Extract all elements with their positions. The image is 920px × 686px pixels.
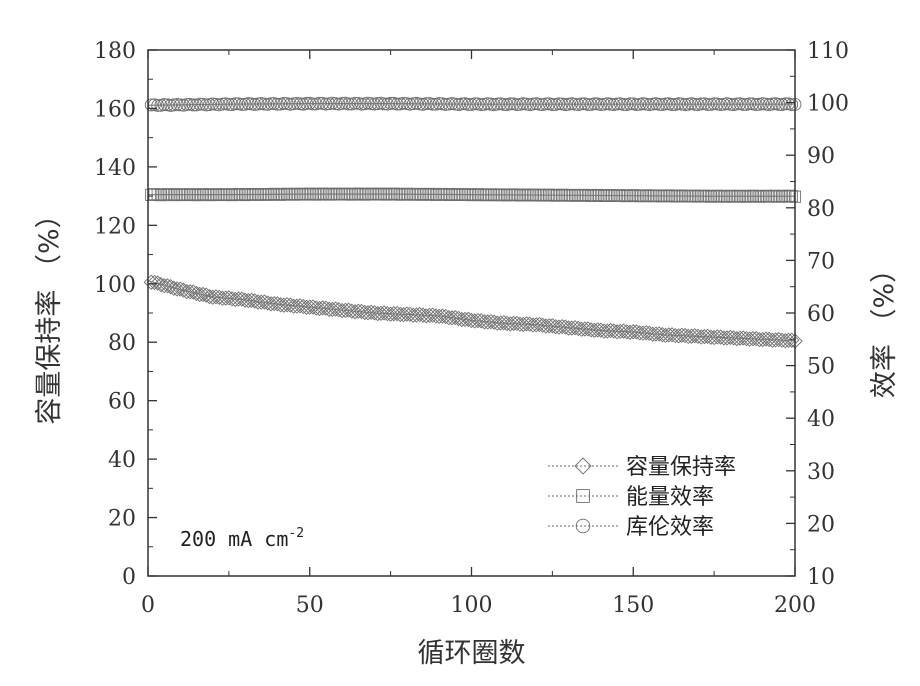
series-line <box>148 104 795 106</box>
right-y-tick-label: 20 <box>807 512 835 537</box>
left-y-tick-label: 120 <box>94 214 136 239</box>
x-tick-label: 150 <box>612 593 654 618</box>
annotation-superscript: -2 <box>288 526 304 541</box>
series-layer <box>144 97 802 348</box>
legend-marker-circle <box>576 519 590 533</box>
legend-marker-square <box>577 490 590 503</box>
annotation-main-text: 200 mA cm <box>180 527 288 551</box>
series-circle <box>145 97 801 111</box>
right-y-tick-label: 90 <box>807 144 835 169</box>
right-y-tick-label: 10 <box>807 565 835 590</box>
right-y-axis-title: 效率 （%） <box>869 256 900 398</box>
x-axis-title: 循环圈数 <box>418 638 526 669</box>
left-y-tick-label: 20 <box>108 507 136 532</box>
x-tick-label: 200 <box>774 593 816 618</box>
left-y-tick-label: 160 <box>94 97 136 122</box>
x-tick-label: 50 <box>296 593 324 618</box>
right-y-tick-label: 50 <box>807 355 835 380</box>
series-line <box>148 194 795 196</box>
left-y-tick-label: 140 <box>94 156 136 181</box>
left-y-tick-label: 0 <box>122 565 136 590</box>
legend-label: 能量效率 <box>626 485 714 510</box>
right-y-tick-label: 30 <box>807 460 835 485</box>
right-y-tick-label: 40 <box>807 407 835 432</box>
current-density-annotation: 200 mA cm-2 <box>180 526 304 551</box>
left-y-axis-title: 容量保持率 （%） <box>34 201 65 424</box>
legend: 容量保持率能量效率库伦效率 <box>548 455 736 540</box>
left-y-tick-label: 80 <box>108 331 136 356</box>
right-y-tick-label: 100 <box>807 92 849 117</box>
right-y-tick-label: 70 <box>807 249 835 274</box>
series-square <box>146 188 801 202</box>
x-tick-label: 100 <box>451 593 493 618</box>
right-y-tick-label: 60 <box>807 302 835 327</box>
right-y-tick-label: 80 <box>807 197 835 222</box>
left-y-tick-label: 180 <box>94 39 136 64</box>
series-diamond <box>144 275 802 348</box>
legend-label: 库伦效率 <box>626 515 714 540</box>
right-y-tick-label: 110 <box>807 39 849 64</box>
left-y-tick-label: 60 <box>108 390 136 415</box>
legend-label: 容量保持率 <box>626 455 736 480</box>
left-y-tick-label: 100 <box>94 273 136 298</box>
x-tick-label: 0 <box>141 593 155 618</box>
left-y-tick-label: 40 <box>108 448 136 473</box>
